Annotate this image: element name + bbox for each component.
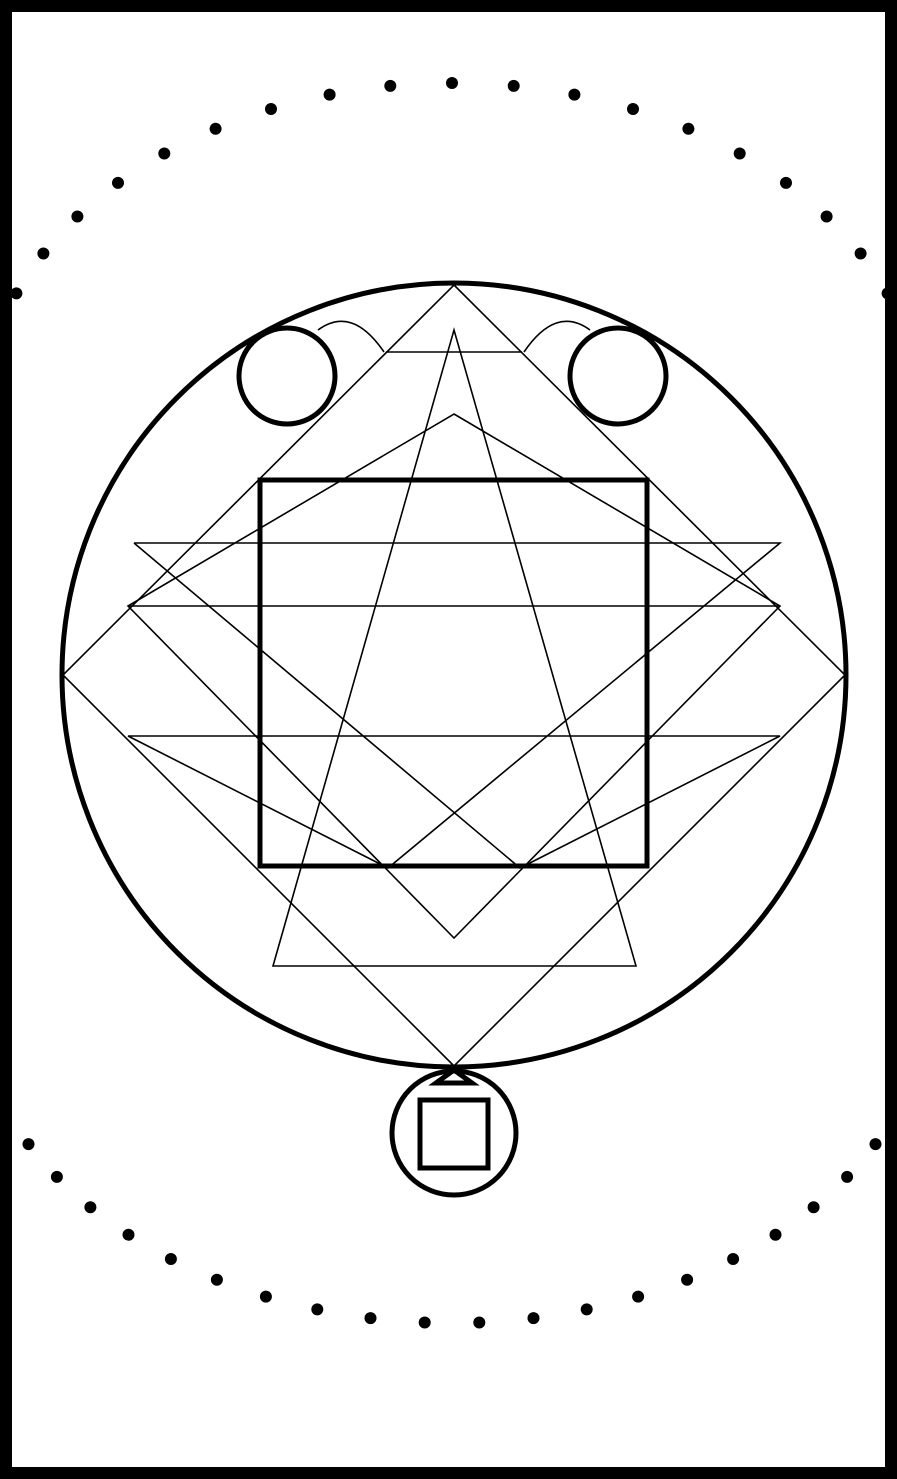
dots-top-dot xyxy=(37,247,50,260)
dots-top-dot xyxy=(112,176,124,189)
dots-top-dot xyxy=(627,103,639,115)
dots-top-dot xyxy=(323,88,336,101)
dots-bottom-dot xyxy=(473,1316,486,1329)
dots-bottom-dot xyxy=(727,1253,740,1265)
dots-top-dot xyxy=(780,176,792,189)
dots-bottom-dot xyxy=(769,1228,782,1241)
dots-top-dot xyxy=(10,287,23,300)
dotted-arc-top xyxy=(10,77,894,300)
dots-top-dot xyxy=(733,147,746,160)
dots-top-dot xyxy=(682,122,695,135)
central-square xyxy=(257,477,650,869)
dots-top-dot xyxy=(384,79,397,92)
small-circle-left xyxy=(236,325,338,427)
dots-top-dot xyxy=(854,247,867,260)
dots-bottom-dot xyxy=(681,1273,694,1286)
dots-bottom-dot xyxy=(632,1290,645,1303)
left-arch xyxy=(317,320,385,353)
dots-top-dot xyxy=(265,103,277,115)
dots-bottom-dot xyxy=(527,1312,540,1325)
dots-top-dot xyxy=(507,79,520,92)
dots-bottom-dot xyxy=(807,1201,820,1214)
dots-top-dot xyxy=(71,210,84,223)
dots-top-dot xyxy=(881,287,894,300)
dots-bottom-dot xyxy=(259,1290,272,1303)
dotted-arc-bottom xyxy=(22,1138,882,1329)
dots-top-dot xyxy=(568,88,581,101)
bottom-square xyxy=(417,1097,491,1171)
dots-bottom-dot xyxy=(580,1303,593,1316)
small-circle-right xyxy=(567,325,669,427)
dots-bottom-dot xyxy=(50,1170,63,1183)
dots-bottom-dot xyxy=(841,1170,854,1183)
card-face xyxy=(12,12,885,1467)
dots-bottom-dot xyxy=(418,1316,431,1329)
dots-bottom-dot xyxy=(311,1303,324,1316)
dots-bottom-dot xyxy=(869,1138,882,1151)
dots-top-dot xyxy=(209,122,222,135)
dots-bottom-dot xyxy=(22,1138,35,1151)
dots-bottom-dot xyxy=(210,1273,223,1286)
dots-bottom-dot xyxy=(364,1312,377,1325)
bottom-triangle xyxy=(428,1066,480,1086)
dots-bottom-dot xyxy=(122,1228,135,1241)
dots-bottom-dot xyxy=(84,1201,97,1214)
dots-top-dot xyxy=(820,210,833,223)
outer-diamond xyxy=(61,283,847,1068)
dots-top-dot xyxy=(446,77,458,89)
dots-bottom-dot xyxy=(164,1253,177,1265)
dots-top-dot xyxy=(158,147,171,160)
right-arch xyxy=(523,320,591,353)
upward-star-triangle xyxy=(271,327,638,967)
inner-diamond xyxy=(126,413,782,940)
